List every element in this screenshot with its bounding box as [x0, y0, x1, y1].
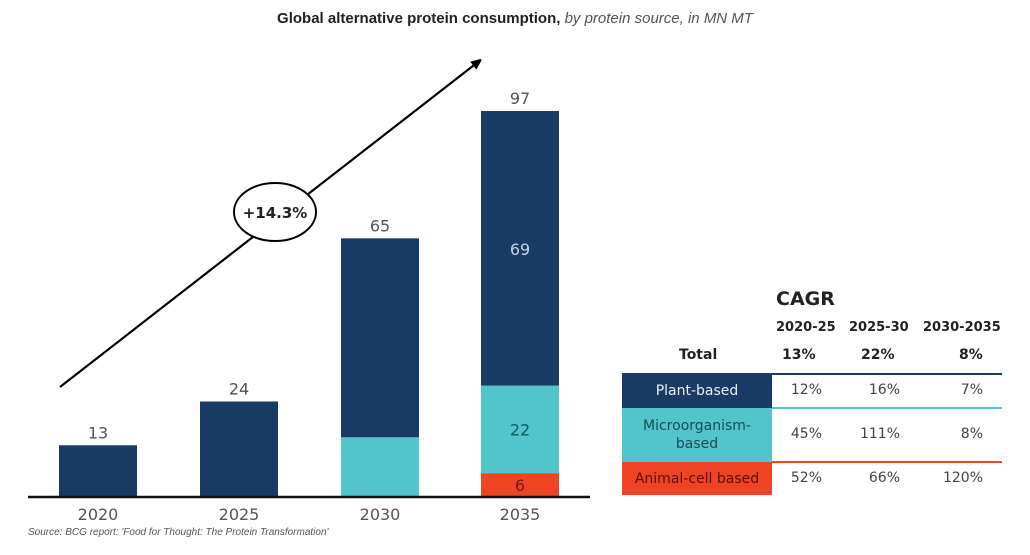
bar-segment-microorganism-based-2030	[341, 437, 419, 497]
cagr-cell: 16%	[868, 382, 900, 398]
cagr-cell: 111%	[859, 426, 900, 442]
total-label-2035: 97	[510, 89, 530, 108]
cagr-period-header: 2025-30	[849, 320, 909, 335]
cagr-title: CAGR	[776, 288, 835, 310]
cagr-total-value: 8%	[959, 347, 983, 363]
stacked-bar-chart: 13 2020 24 2025 65 2030 6 22 69 97 2035 +14.3%	[28, 0, 590, 520]
growth-annotation-ellipse	[233, 182, 317, 242]
cagr-row-label-animal: Animal-cell based	[622, 462, 772, 495]
cagr-row-label-micro: Microorganism-based	[622, 408, 772, 462]
chart-title-subtitle: by protein source, in MN MT	[560, 10, 753, 27]
row-divider-plant	[772, 373, 1002, 375]
bar-segment-plant-based-2025	[200, 401, 278, 497]
x-tick-label-2030: 2030	[360, 505, 401, 520]
cagr-cell: 8%	[960, 426, 983, 442]
row-divider-animal	[772, 461, 1002, 463]
segment-label: 6	[515, 476, 525, 495]
cagr-cell: 52%	[790, 470, 822, 486]
growth-annotation: +14.3%	[243, 204, 308, 222]
x-tick-label-2025: 2025	[219, 505, 260, 520]
segment-label: 22	[510, 420, 530, 439]
cagr-row-label-plant: Plant-based	[622, 373, 772, 408]
cagr-total-label: Total	[679, 347, 718, 363]
cagr-row-label-micro-text: Microorganism-based	[643, 418, 751, 452]
x-tick-label-2035: 2035	[500, 505, 541, 520]
chart-title-main: Global alternative protein consumption,	[277, 10, 561, 27]
cagr-cell: 45%	[790, 426, 822, 442]
bars-group	[59, 111, 559, 497]
cagr-period-header: 2030-2035	[923, 320, 1001, 335]
cagr-cell: 66%	[868, 470, 900, 486]
segment-label: 69	[510, 240, 530, 259]
cagr-total-value: 13%	[782, 347, 816, 363]
cagr-cell: 120%	[942, 470, 983, 486]
cagr-cell: 7%	[960, 382, 983, 398]
cagr-total-value: 22%	[861, 347, 895, 363]
bar-segment-plant-based-2030	[341, 238, 419, 438]
total-label-2030: 65	[370, 216, 390, 235]
chart-title: Global alternative protein consumption, …	[0, 10, 1030, 27]
total-label-2020: 13	[88, 423, 108, 442]
x-tick-label-2020: 2020	[78, 505, 119, 520]
total-label-2025: 24	[229, 379, 249, 398]
bar-segment-plant-based-2035	[481, 111, 559, 386]
bar-segment-animal-cell-based-2035	[481, 473, 559, 497]
source-note: Source: BCG report: 'Food for Thought: T…	[28, 527, 329, 538]
cagr-period-header: 2020-25	[776, 320, 836, 335]
bar-segment-plant-based-2020	[59, 445, 137, 497]
bar-segment-microorganism-based-2035	[481, 385, 559, 474]
labels-group: 13 2020 24 2025 65 2030 6 22 69 97 2035	[78, 89, 541, 520]
cagr-cell: 12%	[790, 382, 822, 398]
row-divider-micro	[772, 407, 1002, 409]
